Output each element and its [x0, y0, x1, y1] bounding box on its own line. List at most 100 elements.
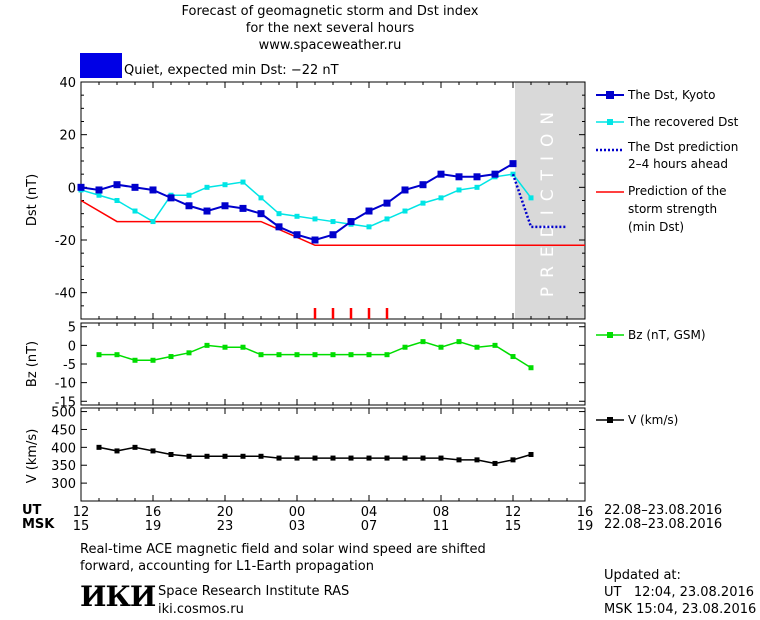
footer-note-line2: forward, accounting for L1-Earth propaga… — [80, 559, 374, 574]
dst-y-axis-label: Dst (nT) — [25, 174, 40, 226]
footer-note-line1: Real-time ACE magnetic field and solar w… — [80, 542, 486, 557]
dst-recovered-point — [276, 211, 282, 217]
v-point — [528, 452, 534, 457]
v-y-axis: 500 450 400 350 300 — [51, 406, 585, 492]
dst-kyoto-point — [203, 207, 211, 215]
y-tick-label: 300 — [51, 477, 76, 492]
dst-kyoto-point — [95, 186, 103, 194]
y-tick-label: 5 — [68, 321, 76, 336]
v-point — [258, 453, 264, 459]
bz-point — [330, 352, 336, 358]
msk-tick-label: 19 — [145, 519, 162, 534]
v-point — [474, 457, 480, 463]
y-tick-label: -20 — [55, 234, 76, 249]
dst-recovered-point — [402, 208, 408, 214]
v-point — [510, 457, 516, 463]
y-tick-label: -5 — [63, 358, 76, 373]
dst-recovered-point — [114, 198, 120, 203]
dst-recovered-point — [96, 192, 102, 198]
bz-point — [186, 350, 192, 356]
bz-y-axis: 5 0 -5 -10 -15 — [55, 321, 585, 410]
ut-tick-label: 00 — [289, 505, 306, 520]
v-point — [366, 455, 372, 461]
msk-tick-label: 19 — [577, 519, 594, 534]
dst-recovered-point — [366, 224, 372, 230]
bz-point — [96, 352, 102, 358]
bz-point — [366, 352, 372, 358]
legend-dst-prediction-symbol — [596, 148, 624, 152]
updated-label: Updated at: — [604, 568, 681, 583]
bz-point — [348, 352, 354, 358]
bz-point — [528, 365, 534, 371]
bz-point — [438, 344, 444, 350]
prediction-zone — [515, 82, 585, 319]
msk-tick-label: 15 — [73, 519, 90, 534]
ut-tick-label: 12 — [73, 505, 90, 520]
dst-kyoto-point — [293, 231, 301, 239]
v-point — [402, 455, 408, 461]
v-point — [492, 460, 498, 466]
bz-point — [312, 352, 318, 358]
dst-kyoto-point — [365, 207, 373, 215]
ut-tick-label: 12 — [505, 505, 522, 520]
dst-kyoto-point — [239, 204, 247, 212]
ut-tick-label: 20 — [217, 505, 234, 520]
v-point — [456, 457, 462, 463]
v-point — [312, 455, 318, 461]
iki-logo: ИКИ — [80, 580, 156, 613]
msk-tick-label: 23 — [217, 519, 234, 534]
ut-tick-label: 16 — [145, 505, 162, 520]
institute-website[interactable]: iki.cosmos.ru — [158, 602, 244, 617]
dst-kyoto-point — [221, 202, 229, 210]
dst-recovered-point — [438, 195, 444, 201]
bz-point — [384, 352, 390, 358]
dst-recovered-point — [474, 184, 480, 190]
bz-point — [492, 342, 498, 348]
v-point — [276, 455, 282, 461]
v-series-group — [96, 444, 534, 466]
v-point — [132, 444, 138, 450]
dst-kyoto-point — [401, 186, 409, 194]
legend-dst-prediction-line1: The Dst prediction — [628, 140, 739, 154]
bz-point — [420, 339, 426, 345]
dst-recovered-point — [330, 219, 336, 225]
v-y-axis-label: V (km/s) — [25, 429, 40, 484]
legend-storm-strength-symbol — [596, 191, 624, 193]
legend-storm-strength-line2: storm strength — [628, 202, 718, 216]
dst-kyoto-point — [347, 218, 355, 226]
status-swatch — [80, 53, 122, 78]
y-tick-label: 400 — [51, 441, 76, 456]
v-point — [204, 453, 210, 459]
y-tick-label: -15 — [55, 395, 76, 410]
dst-recovered-point — [204, 184, 210, 190]
msk-tick-label: 15 — [505, 519, 522, 534]
bz-series-group — [96, 339, 534, 371]
dst-kyoto-point — [437, 170, 445, 178]
v-point — [348, 455, 354, 461]
v-point — [96, 444, 102, 450]
msk-label: MSK — [22, 517, 55, 532]
dst-kyoto-point — [149, 186, 157, 194]
dst-series-group — [77, 160, 585, 319]
dst-recovered-point — [240, 179, 246, 185]
v-point — [186, 453, 192, 459]
status-text: Quiet, expected min Dst: −22 nT — [124, 63, 339, 78]
dst-recovered-line — [80, 173, 532, 228]
dst-kyoto-point — [77, 183, 85, 191]
dst-panel-frame — [80, 81, 586, 320]
y-tick-label: 350 — [51, 459, 76, 474]
chart-title-line3: www.spaceweather.ru — [258, 38, 402, 53]
legend-dst-kyoto-symbol — [596, 91, 624, 99]
dst-kyoto-point — [113, 181, 121, 189]
dst-kyoto-point — [257, 210, 265, 218]
y-tick-label: 0 — [68, 339, 76, 354]
dst-kyoto-point — [455, 173, 463, 181]
dst-kyoto-point — [491, 170, 499, 178]
bz-point — [150, 357, 156, 363]
msk-date-range: 22.08–23.08.2016 — [604, 517, 723, 532]
ut-tick-label: 08 — [433, 505, 450, 520]
bz-point — [276, 352, 282, 358]
bz-point — [474, 344, 480, 350]
bz-panel-frame — [80, 322, 586, 406]
